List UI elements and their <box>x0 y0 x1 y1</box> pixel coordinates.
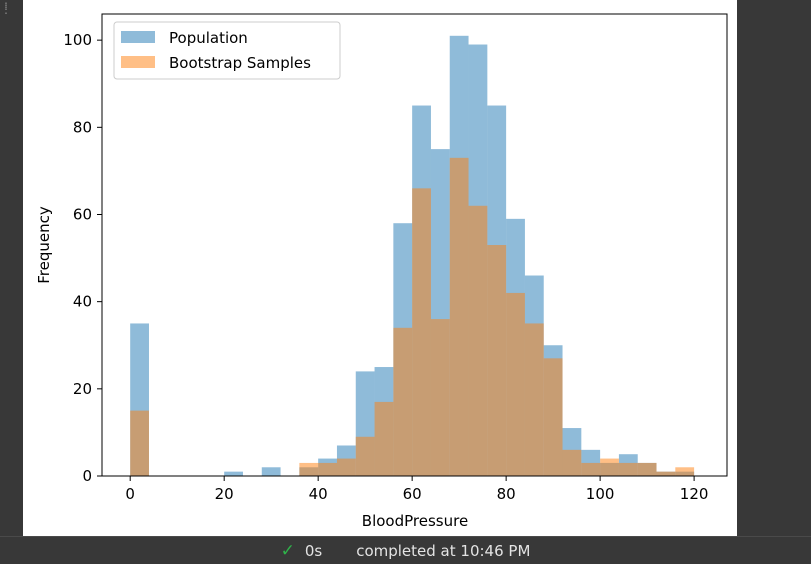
bootstrap-bar <box>637 462 657 476</box>
x-tick-label: 0 <box>125 485 135 503</box>
y-axis-label: Frequency <box>35 206 53 284</box>
histogram-chart: 0 20 40 60 80 100 120 0 20 40 60 80 100 BloodPressu… <box>35 13 728 530</box>
bootstrap-bar <box>299 462 319 476</box>
bootstrap-bar <box>562 449 582 476</box>
y-tick-label: 20 <box>73 380 92 398</box>
bootstrap-bar <box>543 358 563 476</box>
legend-label-population: Population <box>169 29 248 47</box>
x-axis-label: BloodPressure <box>362 512 468 530</box>
bootstrap-bar <box>449 157 469 476</box>
bootstrap-bar <box>618 462 638 476</box>
x-tick-label: 80 <box>497 485 516 503</box>
x-tick-label: 40 <box>309 485 328 503</box>
bootstrap-bar <box>600 458 619 476</box>
legend: Population Bootstrap Samples <box>113 21 341 80</box>
population-bar <box>224 471 243 476</box>
bootstrap-bar <box>355 436 375 476</box>
population-bar <box>261 467 281 476</box>
bootstrap-bar <box>524 323 544 476</box>
y-ticks: 0 20 40 60 80 100 <box>63 31 102 485</box>
bootstrap-bar <box>487 245 507 476</box>
drag-handle-icon[interactable]: ⋮ ⋮ <box>0 0 12 16</box>
legend-label-bootstrap: Bootstrap Samples <box>169 54 311 72</box>
legend-swatch-bootstrap <box>121 56 155 68</box>
bootstrap-bar <box>412 188 431 476</box>
bars-layer <box>130 35 695 477</box>
cell-status-bar: ✓ 0s completed at 10:46 PM <box>0 536 811 564</box>
bootstrap-bar <box>468 205 488 476</box>
bootstrap-bar <box>336 458 356 476</box>
bootstrap-bar <box>506 292 525 476</box>
y-tick-label: 40 <box>73 293 92 311</box>
execution-duration: 0s <box>304 541 323 560</box>
bootstrap-bar <box>130 410 149 476</box>
x-tick-label: 60 <box>403 485 422 503</box>
bootstrap-bar <box>656 471 676 476</box>
bootstrap-bar <box>318 462 337 476</box>
x-tick-label: 100 <box>586 485 615 503</box>
completed-time: completed at 10:46 PM <box>356 541 531 560</box>
legend-frame <box>113 21 341 80</box>
y-tick-label: 0 <box>82 467 92 485</box>
chart-output: 0 20 40 60 80 100 120 0 20 40 60 80 100 BloodPressu… <box>23 0 737 536</box>
legend-swatch-population <box>121 31 155 43</box>
plot-frame <box>101 13 728 477</box>
x-tick-label: 120 <box>680 485 709 503</box>
x-ticks: 0 20 40 60 80 100 120 <box>125 476 708 503</box>
y-tick-label: 80 <box>73 118 92 136</box>
x-tick-label: 20 <box>215 485 234 503</box>
y-tick-label: 60 <box>73 205 92 223</box>
bootstrap-bar <box>581 462 601 476</box>
check-icon: ✓ <box>280 540 295 561</box>
y-tick-label: 100 <box>63 31 92 49</box>
bootstrap-bar <box>374 401 394 476</box>
bootstrap-bar <box>675 467 695 476</box>
bootstrap-bar <box>430 319 450 476</box>
bootstrap-bar <box>393 327 413 476</box>
